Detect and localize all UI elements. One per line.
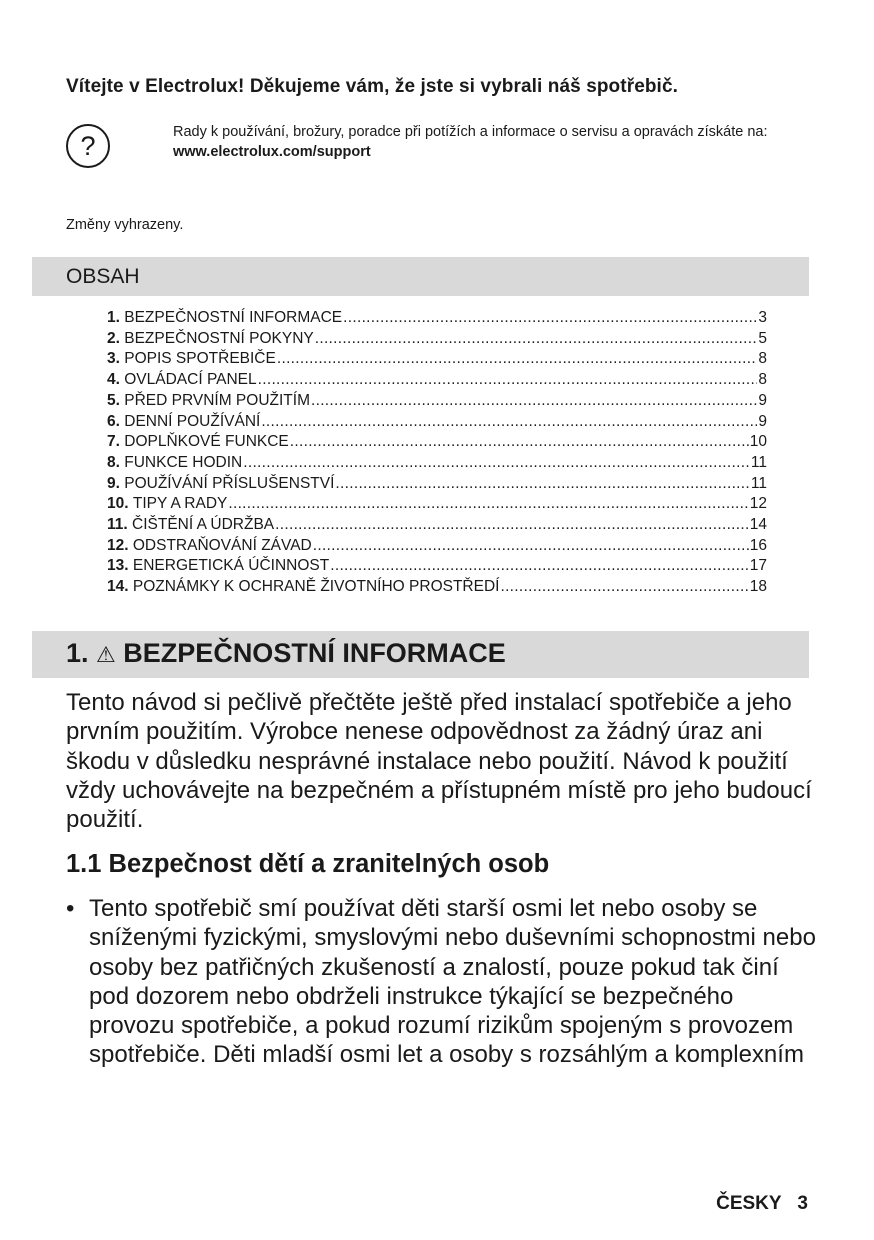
toc-dot-leader xyxy=(311,391,757,412)
toc-item-number: 3. xyxy=(107,350,120,368)
toc-item[interactable]: 9. POUŽÍVÁNÍ PŘÍSLUŠENSTVÍ 11 xyxy=(107,474,767,495)
toc-dot-leader xyxy=(275,515,749,536)
section-title-text: BEZPEČNOSTNÍ INFORMACE xyxy=(123,638,506,668)
toc-item[interactable]: 1. BEZPEČNOSTNÍ INFORMACE 3 xyxy=(107,308,767,329)
toc-item-label: POPIS SPOTŘEBIČE xyxy=(124,350,276,368)
toc-item-page: 12 xyxy=(749,495,767,513)
toc-item-label: DENNÍ POUŽÍVÁNÍ xyxy=(124,412,261,430)
warning-triangle-icon: ⚠ xyxy=(96,643,116,668)
toc-item-number: 2. xyxy=(107,329,120,347)
toc-item[interactable]: 10. TIPY A RADY 12 xyxy=(107,494,767,515)
toc-item[interactable]: 5. PŘED PRVNÍM POUŽITÍM 9 xyxy=(107,391,767,412)
support-link[interactable]: www.electrolux.com/support xyxy=(173,144,371,160)
toc-item-page: 8 xyxy=(758,371,767,389)
toc-dot-leader xyxy=(313,536,749,557)
toc-item-page: 9 xyxy=(758,412,767,430)
welcome-heading: Vítejte v Electrolux! Děkujeme vám, že j… xyxy=(66,76,678,97)
toc-dot-leader xyxy=(261,412,757,433)
toc-item-label: POUŽÍVÁNÍ PŘÍSLUŠENSTVÍ xyxy=(124,474,335,492)
changes-reserved-note: Změny vyhrazeny. xyxy=(66,217,184,233)
toc-item[interactable]: 13. ENERGETICKÁ ÚČINNOST 17 xyxy=(107,556,767,577)
toc-item-label: FUNKCE HODIN xyxy=(124,453,243,471)
toc-dot-leader xyxy=(315,329,758,350)
toc-item-number: 13. xyxy=(107,557,129,575)
toc-dot-leader xyxy=(277,349,758,370)
toc-dot-leader xyxy=(258,370,758,391)
page-number: 3 xyxy=(797,1193,808,1214)
toc-item[interactable]: 14. POZNÁMKY K OCHRANĚ ŽIVOTNÍHO PROSTŘE… xyxy=(107,577,767,598)
toc-dot-leader xyxy=(243,453,750,474)
toc-item-number: 12. xyxy=(107,536,129,554)
toc-item-label: ENERGETICKÁ ÚČINNOST xyxy=(132,557,330,575)
section-header-bar xyxy=(32,631,809,678)
toc-item[interactable]: 2. BEZPEČNOSTNÍ POKYNY 5 xyxy=(107,329,767,350)
toc-header-bar xyxy=(32,257,809,296)
toc-item[interactable]: 7. DOPLŇKOVÉ FUNKCE 10 xyxy=(107,432,767,453)
toc-item-page: 9 xyxy=(758,391,767,409)
toc-item-number: 11. xyxy=(107,516,128,534)
toc-item-page: 11 xyxy=(750,453,767,471)
toc-item-number: 9. xyxy=(107,474,120,492)
intro-paragraph: Tento návod si pečlivě přečtěte ještě př… xyxy=(66,689,812,834)
toc-item[interactable]: 11. ČIŠTĚNÍ A ÚDRŽBA 14 xyxy=(107,515,767,536)
toc-item-page: 16 xyxy=(749,536,767,554)
section-number: 1. xyxy=(66,638,89,668)
toc-item-page: 14 xyxy=(749,516,767,534)
toc-item[interactable]: 3. POPIS SPOTŘEBIČE 8 xyxy=(107,349,767,370)
toc-item-page: 11 xyxy=(750,474,767,492)
list-item: • Tento spotřebič smí používat děti star… xyxy=(66,894,816,1070)
toc-item-label: ČIŠTĚNÍ A ÚDRŽBA xyxy=(132,516,275,534)
toc-item-number: 5. xyxy=(107,391,120,409)
toc-item-label: POZNÁMKY K OCHRANĚ ŽIVOTNÍHO PROSTŘEDÍ xyxy=(132,578,500,596)
subsection-title: 1.1 Bezpečnost dětí a zranitelných osob xyxy=(66,850,550,878)
toc-item[interactable]: 8. FUNKCE HODIN 11 xyxy=(107,453,767,474)
toc-item-number: 14. xyxy=(107,578,129,596)
toc-dot-leader xyxy=(500,577,748,598)
toc-item-label: ODSTRAŇOVÁNÍ ZÁVAD xyxy=(132,536,312,554)
toc-item[interactable]: 4. OVLÁDACÍ PANEL 8 xyxy=(107,370,767,391)
toc-item-label: BEZPEČNOSTNÍ POKYNY xyxy=(124,329,314,347)
toc-item-number: 7. xyxy=(107,433,120,451)
footer-language: ČESKY xyxy=(716,1193,782,1214)
toc-item-page: 10 xyxy=(749,433,767,451)
toc-title: OBSAH xyxy=(66,265,140,288)
toc-item-page: 3 xyxy=(758,309,767,326)
toc-dot-leader xyxy=(335,474,749,495)
bullet-list: • Tento spotřebič smí používat děti star… xyxy=(66,894,816,1070)
toc-item-number: 8. xyxy=(107,453,120,471)
toc-item-page: 8 xyxy=(758,350,767,368)
list-item-text: Tento spotřebič smí používat děti starší… xyxy=(89,895,816,1069)
toc-item-number: 1. xyxy=(107,309,120,326)
toc-item-label: PŘED PRVNÍM POUŽITÍM xyxy=(124,391,310,409)
toc-item[interactable]: 12. ODSTRAŇOVÁNÍ ZÁVAD 16 xyxy=(107,536,767,557)
toc-item-label: DOPLŇKOVÉ FUNKCE xyxy=(124,433,289,451)
help-info: Rady k používání, brožury, poradce při p… xyxy=(173,122,793,162)
toc-item[interactable]: 6. DENNÍ POUŽÍVÁNÍ 9 xyxy=(107,412,767,433)
question-circle-icon: ? xyxy=(66,124,110,168)
toc-item-page: 17 xyxy=(749,557,767,575)
bullet-icon: • xyxy=(66,895,75,922)
toc-item-number: 6. xyxy=(107,412,120,430)
page-footer: ČESKY 3 xyxy=(716,1193,808,1215)
toc-item-label: OVLÁDACÍ PANEL xyxy=(124,371,257,389)
toc-dot-leader xyxy=(290,432,749,453)
toc-item-page: 5 xyxy=(758,329,767,347)
table-of-contents: 1. BEZPEČNOSTNÍ INFORMACE 3 2. BEZPEČNOSTN… xyxy=(107,308,767,598)
toc-item-label: TIPY A RADY xyxy=(132,495,228,513)
toc-item-page: 18 xyxy=(749,578,767,596)
toc-item-label: BEZPEČNOSTNÍ INFORMACE xyxy=(124,309,343,326)
toc-dot-leader xyxy=(343,308,757,329)
toc-dot-leader xyxy=(330,556,749,577)
toc-item-number: 4. xyxy=(107,371,120,389)
toc-dot-leader xyxy=(228,494,748,515)
help-text: Rady k používání, brožury, poradce při p… xyxy=(173,124,768,140)
section-title: 1. ⚠ BEZPEČNOSTNÍ INFORMACE xyxy=(66,638,506,669)
toc-item-number: 10. xyxy=(107,495,129,513)
